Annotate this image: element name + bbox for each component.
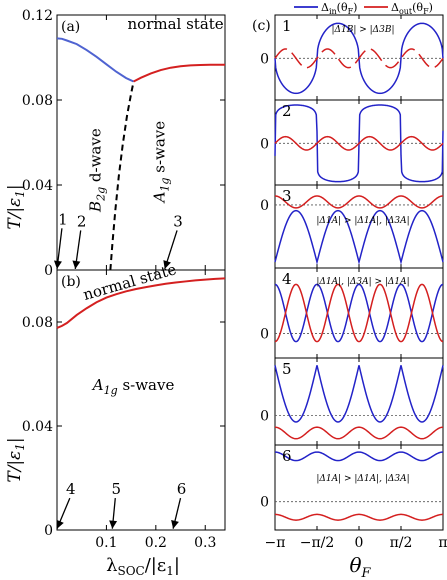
ytick-label-b-1: 0.04 [22, 419, 53, 435]
arrow-head-4 [56, 519, 64, 529]
panel-label-a: (a) [61, 19, 80, 35]
annotation-a-1: B2g d-wave [86, 128, 107, 213]
legend: Δin(θF) Δout(θF) [294, 1, 433, 16]
ytick-label-a-2: 0.08 [22, 93, 53, 109]
series-a-0 [56, 37, 135, 83]
c-xtick-label-2: 0 [355, 535, 364, 551]
ylabel-a: T/|ε1| [5, 184, 27, 229]
legend-out-label: Δout(θF) [391, 1, 433, 16]
subpanel-number-2: 2 [282, 102, 292, 120]
subpanel-note-3: |Δ1A| > |Δ1A|, |Δ3A| [316, 216, 409, 226]
subpanel-number-5: 5 [282, 360, 292, 378]
panel-label-b: (b) [61, 274, 81, 290]
subpanel-number-3: 3 [282, 187, 292, 205]
curve-red-3 [274, 195, 444, 209]
xtick-label-2: 0.3 [194, 535, 216, 551]
curve-red-1 [274, 48, 444, 69]
subpanel-frame-3 [274, 184, 444, 269]
c-xtick-label-3: π/2 [390, 535, 413, 551]
xlabel-right: θF [349, 553, 371, 580]
zero-label-5: 0 [260, 409, 269, 425]
zero-label-1: 0 [260, 51, 269, 67]
legend-in-label: Δin(θF) [321, 1, 357, 16]
arrow-head-2 [72, 260, 81, 269]
subpanel-number-4: 4 [282, 270, 292, 288]
c-xtick-label-4: π [438, 535, 447, 551]
ytick-label-a-0: 0 [44, 263, 53, 279]
curve-blue-4 [274, 283, 444, 343]
xlabel-left: λSOC/|ε1| [106, 555, 180, 578]
subpanel-note-4: |Δ1A|, |Δ3A| > |Δ1A| [316, 277, 409, 287]
arrow-head-6 [171, 519, 179, 529]
arrow-label-4: 4 [66, 480, 76, 498]
zero-label-3: 0 [260, 198, 269, 214]
ytick-label-b-0: 0 [44, 523, 53, 539]
subpanel-number-6: 6 [282, 447, 292, 465]
frame-a [56, 14, 226, 271]
arrow-head-3 [163, 260, 171, 269]
zero-label-4: 0 [260, 326, 269, 342]
xtick-label-1: 0.2 [145, 535, 167, 551]
arrow-head-1 [53, 260, 62, 269]
series-b-0 [56, 277, 226, 329]
subpanel-frame-6 [274, 444, 444, 531]
frame-b [56, 269, 226, 531]
xtick-label-0: 0.1 [95, 535, 117, 551]
arrow-label-1: 1 [58, 210, 68, 228]
arrow-label-2: 2 [77, 212, 87, 230]
curve-red-6 [274, 513, 444, 521]
arrow-label-5: 5 [112, 480, 122, 498]
series-a-1 [133, 63, 225, 83]
arrow-label-3: 3 [173, 212, 183, 230]
annotation-a-0: normal state [128, 15, 224, 33]
subpanel-note-6: |Δ1A| > |Δ1A|, |Δ3A| [316, 474, 409, 484]
c-xtick-label-1: −π/2 [300, 535, 335, 551]
ylabel-b: T/|ε1| [5, 437, 27, 482]
curve-blue-6 [274, 451, 444, 462]
curve-blue-5 [274, 365, 444, 423]
curve-blue-3 [274, 209, 444, 265]
subpanel-frame-5 [274, 357, 444, 446]
arrow-head-5 [109, 520, 118, 529]
zero-label-6: 0 [260, 495, 269, 511]
panel-a: 0 0.04 0.08 0.12 (a) normal state B2g d-wave A1… [22, 8, 226, 279]
curve-red-2 [274, 135, 444, 151]
ytick-label-b-2: 0.08 [22, 315, 53, 331]
ytick-label-a-3: 0.12 [22, 8, 53, 24]
curve-red-5 [274, 426, 444, 440]
annotation-b-0: normal state [81, 260, 179, 304]
subpanel-number-1: 1 [282, 17, 292, 35]
curve-red-4 [274, 283, 444, 343]
annotation-b-1: A1g s-wave [91, 376, 175, 397]
annotation-a-2: A1g s-wave [151, 121, 172, 205]
zero-label-2: 0 [260, 136, 269, 152]
ytick-label-a-1: 0.04 [22, 178, 53, 194]
arrow-label-6: 6 [177, 480, 187, 498]
c-xtick-label-0: −π [265, 535, 286, 551]
subpanel-note-1: |Δ1B| > |Δ3B| [331, 25, 394, 35]
series-a-2 [109, 81, 135, 271]
panel-label-c: (c) [252, 18, 271, 34]
panel-b: 0 0.04 0.08 0.1 0.2 0.3 (b) normal state A1g s-w… [22, 260, 226, 551]
